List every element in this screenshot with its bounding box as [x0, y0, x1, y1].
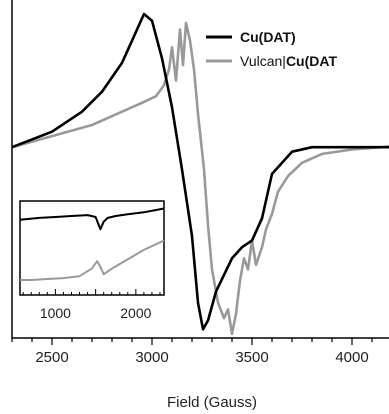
inset-x-tick-label: 1000: [40, 305, 71, 321]
legend-label-vulcan-cu-dat: Vulcan|Cu(DAT: [240, 53, 337, 69]
x-tick-label: 2500: [35, 349, 68, 366]
plot-frame: [11, 0, 389, 339]
x-axis-label: Field (Gauss): [167, 394, 257, 411]
legend: Cu(DAT) Vulcan|Cu(DAT: [206, 29, 337, 69]
inset-x-axis-ticks: 1000 2000: [22, 289, 161, 321]
inset-series-line-0: [19, 207, 165, 231]
legend-label-cu-dat: Cu(DAT): [240, 29, 296, 45]
main-series-group: [11, 12, 389, 336]
legend-label-cu-dat-part: Cu(DAT: [286, 53, 338, 69]
x-axis-ticks: 2500 3000 3500 4000: [11, 338, 373, 366]
x-tick-label: 3000: [135, 349, 168, 366]
x-tick-label: 3500: [235, 349, 268, 366]
inset-frame: [19, 200, 165, 296]
inset-x-tick-label: 2000: [120, 305, 151, 321]
x-tick-label: 4000: [335, 349, 368, 366]
inset-series-line-1: [20, 239, 165, 281]
inset-series-group: [19, 207, 165, 281]
inset-chart: 1000 2000: [19, 200, 165, 321]
series-line-0: [11, 12, 389, 331]
legend-label-vulcan-part: Vulcan|: [240, 53, 286, 69]
